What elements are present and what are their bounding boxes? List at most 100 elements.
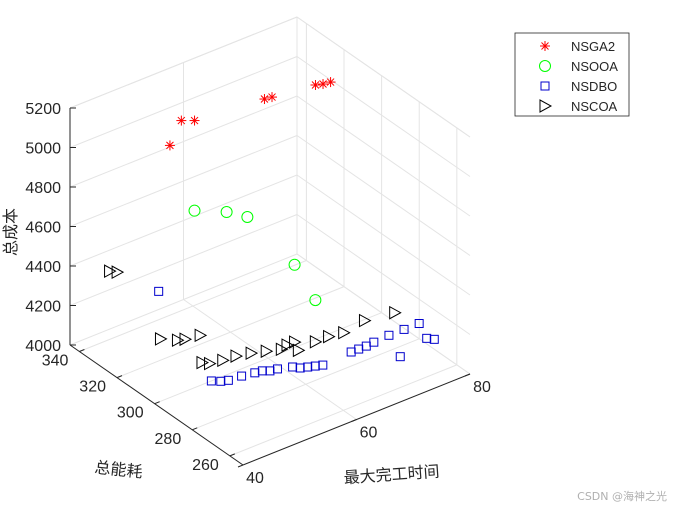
data-point <box>230 349 244 363</box>
data-point <box>176 115 187 126</box>
grid-line <box>296 135 471 256</box>
data-point <box>414 319 424 329</box>
x-tick <box>237 464 244 468</box>
wall-edge <box>69 16 298 109</box>
grid-line <box>296 253 471 375</box>
watermark: CSDN @海神之光 <box>577 490 667 503</box>
data-point <box>281 338 295 352</box>
data-point <box>217 353 230 368</box>
y-tick-label: 260 <box>192 457 219 474</box>
data-point <box>384 330 394 340</box>
data-point <box>361 341 371 351</box>
legend-marker <box>540 81 550 91</box>
grid-line <box>296 214 471 335</box>
data-point <box>295 363 305 373</box>
data-point <box>303 362 313 372</box>
y-tick-label: 340 <box>42 353 69 370</box>
data-point <box>196 355 210 370</box>
grid-line <box>69 56 298 148</box>
x-axis-label: 最大完工时间 <box>343 462 440 488</box>
data-point <box>389 305 402 320</box>
data-point <box>237 371 247 381</box>
legend-label: NSCOA <box>571 99 618 114</box>
data-point <box>338 325 351 340</box>
y-axis-line <box>69 344 244 466</box>
data-point <box>429 334 439 344</box>
legend-item-nsdbo: NSDBO <box>540 79 617 94</box>
data-point <box>310 80 321 91</box>
legend-marker <box>539 60 551 72</box>
legend: NSGA2 NSOOA NSDBO NSCOA <box>514 32 630 117</box>
data-point <box>154 286 164 296</box>
data-point <box>358 313 372 328</box>
x-tick-label: 80 <box>473 379 491 396</box>
grid-line <box>296 95 471 217</box>
data-point <box>220 206 233 219</box>
data-point <box>354 344 364 354</box>
data-point <box>323 329 336 344</box>
y-tick-label: 280 <box>155 431 182 448</box>
data-point <box>395 352 405 362</box>
y-tick-label: 320 <box>79 379 106 396</box>
data-point <box>318 360 328 370</box>
data-point <box>194 328 208 343</box>
data-point <box>164 140 175 151</box>
z-tick-label: 4800 <box>25 180 61 197</box>
data-point <box>111 265 125 279</box>
data-point <box>292 343 306 358</box>
data-point <box>250 368 260 378</box>
data-point <box>223 375 233 385</box>
grid-line <box>183 299 357 420</box>
data-point <box>267 92 278 103</box>
grid-line <box>69 214 298 306</box>
data-point <box>241 210 254 223</box>
legend-item-nscoa: NSCOA <box>539 99 618 114</box>
data-point <box>309 334 323 349</box>
grid-line <box>154 312 382 405</box>
z-tick-label: 4000 <box>25 338 61 355</box>
grid-line <box>116 286 345 379</box>
grid-line <box>229 364 458 457</box>
legend-marker <box>539 99 553 113</box>
grid-line <box>296 56 471 177</box>
y-tick <box>79 349 85 352</box>
data-point <box>346 347 356 357</box>
data-point <box>245 346 259 361</box>
z-tick-label: 4600 <box>25 220 61 237</box>
y-axis-label: 总能耗 <box>94 458 144 482</box>
grid-line <box>69 174 298 267</box>
data-point <box>104 264 117 278</box>
y-tick <box>229 453 236 457</box>
z-tick-label: 4400 <box>25 259 61 276</box>
data-point <box>189 115 200 126</box>
legend-label: NSDBO <box>571 79 617 94</box>
data-point <box>179 332 193 347</box>
data-point <box>369 337 379 347</box>
data-point <box>288 258 301 271</box>
legend-item-nsooa: NSOOA <box>539 59 618 74</box>
x-tick-label: 60 <box>360 425 378 442</box>
legend-label: NSGA2 <box>571 39 615 54</box>
data-point <box>259 94 270 105</box>
y-tick <box>116 375 123 379</box>
data-point <box>422 333 432 343</box>
data-point <box>325 77 336 88</box>
legend-label: NSOOA <box>571 59 618 74</box>
series-nscoa <box>104 264 402 371</box>
z-tick-label: 5000 <box>25 141 61 158</box>
y-tick <box>192 427 198 431</box>
grid-line <box>69 135 298 227</box>
data-point <box>399 324 409 334</box>
grid-line <box>69 95 298 188</box>
x-tick-label: 40 <box>246 470 264 487</box>
data-point <box>265 366 275 376</box>
series-nsdbo <box>154 286 439 386</box>
x-tick <box>464 373 471 377</box>
data-marks <box>104 77 439 386</box>
wall-edge <box>296 16 471 138</box>
data-point <box>154 332 168 346</box>
data-point <box>204 356 217 371</box>
data-point <box>171 333 185 348</box>
data-point <box>318 79 329 90</box>
